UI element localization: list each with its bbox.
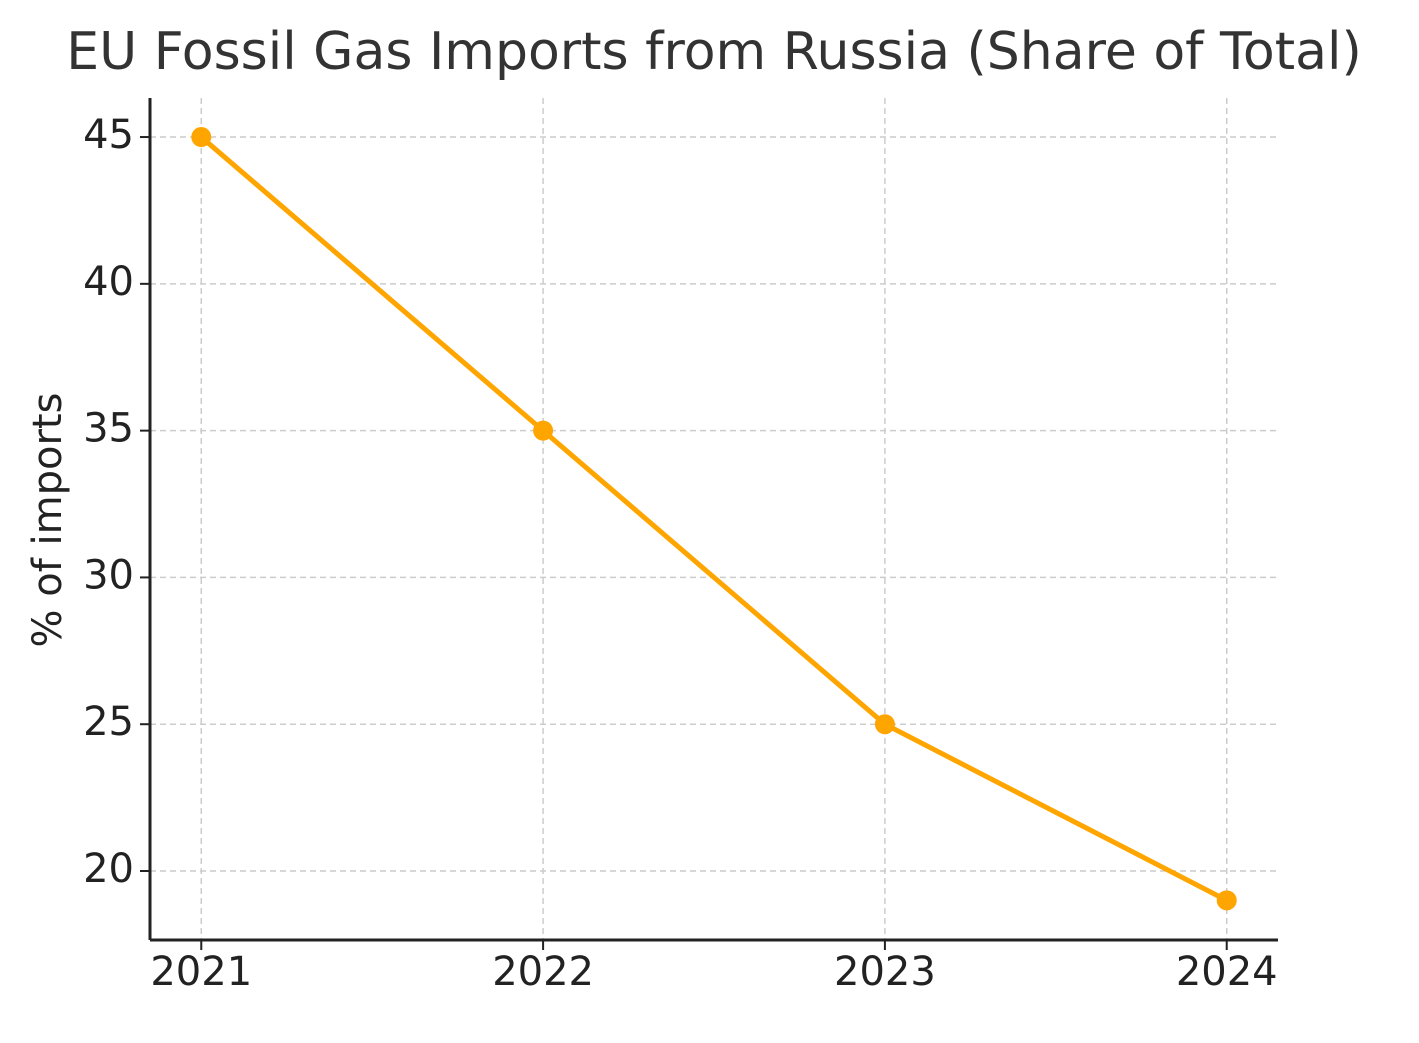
marker — [874, 714, 895, 735]
x-tick-label: 2024 — [1176, 949, 1278, 995]
x-tick-label: 2022 — [492, 949, 594, 995]
x-tick-label: 2023 — [834, 949, 936, 995]
marker — [533, 420, 554, 441]
y-axis-label: % of imports — [25, 393, 71, 648]
y-tick-label: 45 — [83, 112, 134, 158]
y-tick-label: 25 — [83, 699, 134, 745]
line — [199, 135, 1228, 903]
marker — [191, 127, 212, 148]
y-tick-label: 30 — [83, 552, 134, 598]
x-tick-label: 2021 — [150, 949, 252, 995]
marker — [1216, 890, 1237, 911]
y-tick-label: 40 — [83, 259, 134, 305]
y-tick-label: 35 — [83, 406, 134, 452]
chart-title: EU Fossil Gas Imports from Russia (Share… — [66, 22, 1361, 82]
y-tick-label: 20 — [83, 846, 134, 892]
